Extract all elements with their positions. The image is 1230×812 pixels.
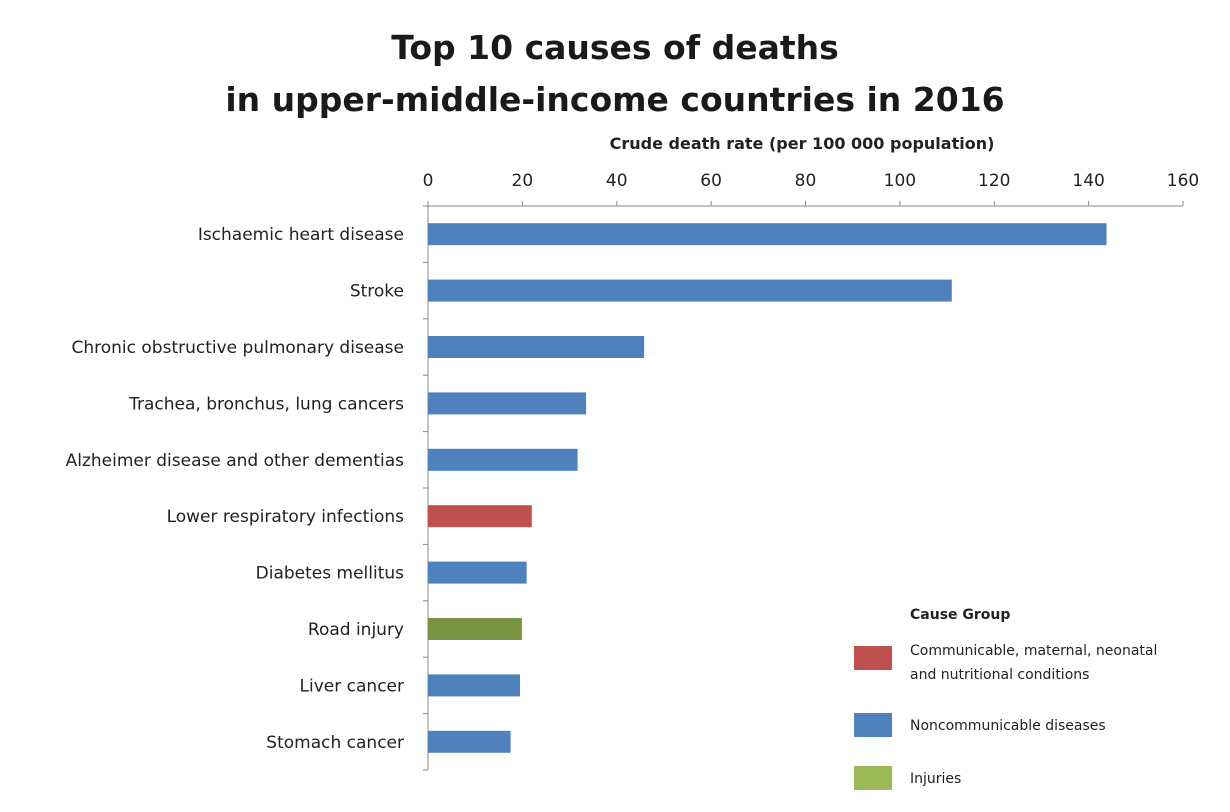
x-tick-label: 100 — [884, 171, 916, 191]
legend-entry-label: Noncommunicable diseases — [910, 718, 1106, 734]
bar — [428, 448, 578, 471]
bar — [428, 279, 952, 302]
x-tick-label: 160 — [1167, 171, 1199, 191]
legend-entry-label: Injuries — [910, 771, 961, 787]
category-label: Trachea, bronchus, lung cancers — [128, 394, 404, 414]
category-label: Liver cancer — [300, 676, 404, 696]
legend-swatch — [854, 646, 892, 670]
legend-entry-label: Communicable, maternal, neonatal — [910, 643, 1157, 659]
category-label: Stroke — [350, 282, 404, 302]
category-label: Alzheimer disease and other dementias — [66, 451, 405, 471]
legend-title: Cause Group — [910, 607, 1010, 623]
bar — [428, 618, 522, 640]
bar — [428, 674, 521, 697]
x-tick-label: 0 — [423, 171, 434, 191]
bar — [428, 561, 527, 584]
x-tick-label: 140 — [1072, 171, 1104, 191]
bar — [428, 223, 1107, 246]
bar — [428, 336, 645, 358]
category-label: Ischaemic heart disease — [198, 225, 404, 245]
x-tick-label: 120 — [978, 171, 1010, 191]
chart-title-line-1: Top 10 causes of deaths — [391, 28, 839, 67]
x-tick-label: 40 — [606, 171, 628, 191]
category-label: Chronic obstructive pulmonary disease — [71, 338, 404, 358]
category-label: Stomach cancer — [266, 733, 404, 753]
x-tick-label: 20 — [512, 171, 534, 191]
bar — [428, 505, 532, 528]
bar — [428, 730, 511, 753]
legend-swatch — [854, 766, 892, 790]
x-axis-title: Crude death rate (per 100 000 population… — [610, 134, 995, 153]
category-label: Lower respiratory infections — [167, 507, 405, 527]
x-tick-label: 80 — [795, 171, 817, 191]
axes: 0 20 40 60 80 100 120 140 160 — [423, 171, 1199, 771]
x-tick-label: 60 — [700, 171, 722, 191]
bars: Ischaemic heart disease Stroke Chronic obs… — [66, 223, 1107, 753]
category-label: Road injury — [308, 620, 404, 640]
legend-entry-label: and nutritional conditions — [910, 667, 1089, 683]
bar — [428, 392, 587, 415]
legend-swatch — [854, 713, 892, 737]
category-label: Diabetes mellitus — [256, 564, 404, 584]
chart-title-line-2: in upper-middle-income countries in 2016 — [225, 80, 1005, 119]
legend: Cause Group Communicable, maternal, neona… — [854, 607, 1157, 790]
